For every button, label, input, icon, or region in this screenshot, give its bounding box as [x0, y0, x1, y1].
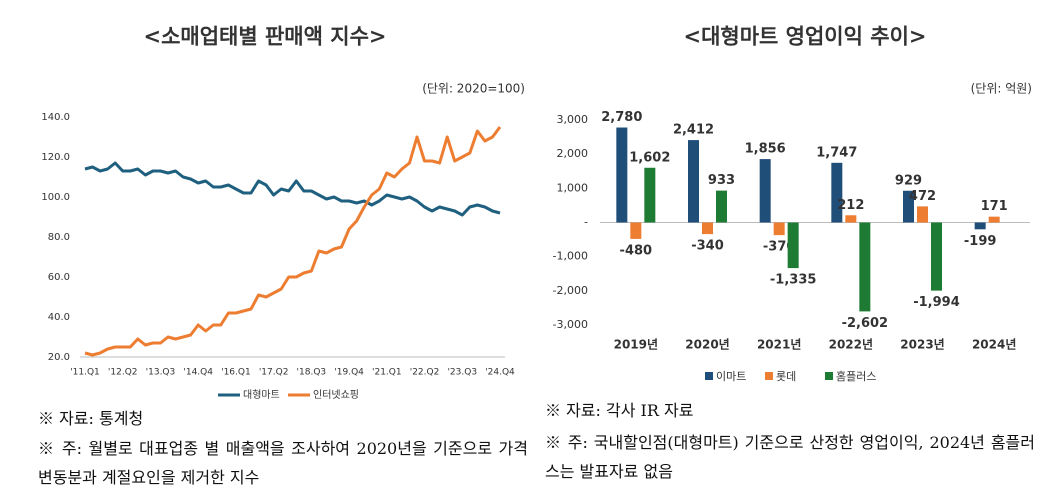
footnote: ※ 주: 국내할인점(대형마트) 기준으로 산정한 영업이익, 2024년 홈플… — [545, 433, 1035, 481]
y-tick-label: 60.0 — [48, 272, 70, 283]
data-label: 472 — [909, 189, 936, 204]
x-tick-label: 2023년 — [900, 338, 944, 352]
bar — [644, 167, 656, 223]
y-tick-label: 3,000 — [557, 113, 589, 126]
x-tick-label: '12.Q2 — [108, 368, 138, 378]
y-tick-label: 2,000 — [557, 147, 589, 160]
x-tick-label: '13.Q3 — [146, 368, 176, 378]
x-tick-label: '24.Q4 — [485, 368, 515, 378]
x-tick-label: '18.Q3 — [297, 368, 327, 378]
legend-swatch — [765, 372, 773, 380]
bar — [988, 216, 1000, 223]
legend-label: 대형마트 — [243, 389, 280, 401]
x-tick-label: 2020년 — [685, 338, 729, 352]
y-tick-label: -2,000 — [553, 284, 588, 297]
data-label: 929 — [895, 173, 922, 188]
bar — [759, 159, 771, 223]
legend-label: 홈플러스 — [836, 369, 876, 383]
data-label: -1,335 — [770, 273, 817, 288]
data-label: 933 — [708, 173, 735, 188]
y-tick-label: 100.0 — [41, 192, 70, 203]
legend-swatch — [705, 372, 713, 380]
data-label: -370 — [763, 240, 796, 255]
data-label: 2,412 — [673, 123, 714, 138]
x-tick-label: '14.Q4 — [183, 368, 213, 378]
data-label: -2,602 — [842, 316, 889, 331]
data-label: -340 — [691, 239, 724, 254]
bar — [917, 206, 928, 223]
y-tick-label: 140.0 — [41, 112, 70, 123]
x-tick-label: '19.Q4 — [334, 368, 364, 378]
data-label: 1,602 — [629, 150, 670, 165]
bar — [787, 222, 799, 269]
legend-label: 롯데 — [776, 370, 796, 383]
x-tick-label: '22.Q2 — [410, 368, 440, 378]
legend-label: 인터넷쇼핑 — [313, 389, 359, 401]
y-tick-label: -3,000 — [553, 318, 588, 331]
bar — [702, 222, 713, 235]
x-tick-label: '11.Q1 — [70, 368, 100, 378]
bar — [974, 222, 986, 230]
y-tick-label: 120.0 — [41, 152, 70, 163]
y-tick-label: 80.0 — [48, 232, 70, 243]
data-label: 1,856 — [745, 142, 786, 157]
y-tick-label: 40.0 — [48, 312, 70, 323]
x-tick-label: 2022년 — [829, 338, 873, 352]
bar — [931, 222, 942, 291]
x-tick-label: 2019년 — [614, 338, 658, 352]
bar — [845, 215, 857, 223]
data-label: -199 — [964, 234, 997, 249]
bar — [630, 222, 642, 239]
data-label: -480 — [620, 243, 653, 258]
source-note: ※ 자료: 통계청 — [38, 409, 144, 428]
x-tick-label: '23.Q3 — [447, 368, 477, 378]
unit-label: (단위: 2020=100) — [422, 82, 525, 96]
footnote: ※ 주: 월별로 대표업종 별 매출액을 조사하여 2020년을 기준으로 가격… — [38, 439, 528, 487]
y-tick-label: 20.0 — [48, 352, 70, 363]
bar — [616, 127, 628, 223]
x-tick-label: 2024년 — [972, 338, 1016, 352]
bar — [716, 190, 727, 223]
bar — [831, 162, 843, 223]
source-note: ※ 자료: 각사 IR 자료 — [545, 401, 694, 420]
y-tick-label: -1,000 — [553, 250, 588, 263]
x-tick-label: '17.Q2 — [259, 368, 289, 378]
legend-swatch — [825, 372, 833, 380]
data-label: -1,994 — [913, 295, 960, 310]
unit-label: (단위: 억원) — [971, 82, 1032, 96]
bar — [773, 222, 785, 236]
data-label: 212 — [837, 198, 864, 213]
bar — [903, 190, 914, 223]
line-series — [84, 161, 501, 217]
x-tick-label: '16.Q1 — [221, 368, 251, 378]
legend-label: 이마트 — [716, 370, 746, 383]
data-label: 1,747 — [816, 145, 857, 160]
chart-title: <소매업태별 판매액 지수> — [143, 24, 386, 49]
chart-title: <대형마트 영업이익 추이> — [683, 24, 926, 49]
bar — [859, 222, 871, 312]
y-tick-label: - — [584, 216, 588, 229]
data-label: 2,780 — [601, 110, 642, 125]
data-label: 171 — [981, 199, 1008, 214]
bar — [688, 140, 699, 223]
x-tick-label: 2021년 — [757, 338, 801, 352]
line-series — [84, 126, 502, 357]
x-tick-label: '21.Q1 — [372, 368, 402, 378]
y-tick-label: 1,000 — [557, 181, 589, 194]
